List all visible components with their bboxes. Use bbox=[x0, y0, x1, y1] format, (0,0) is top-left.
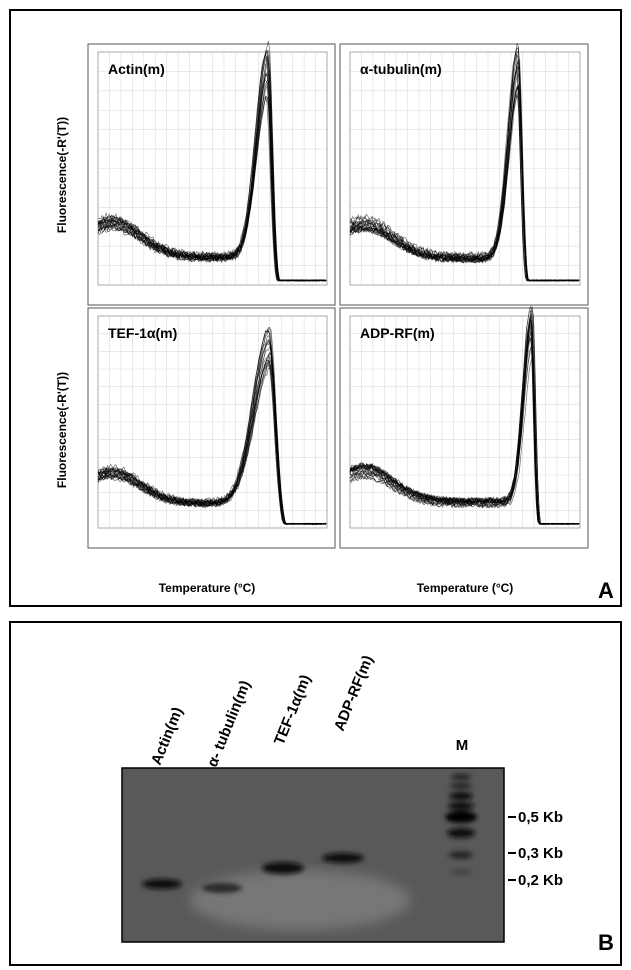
bands bbox=[142, 774, 477, 893]
x-axis-label: Temperature (°C) bbox=[417, 581, 514, 595]
plot-title: ADP-RF(m) bbox=[360, 325, 435, 341]
plot-area bbox=[349, 315, 581, 529]
panel-label: B bbox=[598, 930, 614, 955]
melt-curve bbox=[349, 346, 580, 525]
marker-lane-label: M bbox=[456, 737, 469, 754]
y-axis-label: Fluorescence(-R'(T)) bbox=[55, 372, 69, 488]
plot-area bbox=[349, 51, 581, 286]
subplot-frame bbox=[87, 43, 336, 306]
y-axis-label: Fluorescence(-R'(T)) bbox=[55, 117, 69, 233]
marker-size-label: 0,3 Kb bbox=[518, 845, 563, 862]
subplot-frame bbox=[87, 307, 336, 549]
marker-size-label: 0,5 Kb bbox=[518, 809, 563, 826]
subplot-frame bbox=[339, 307, 589, 549]
plot-title: Actin(m) bbox=[108, 61, 165, 77]
plot-title: α-tubulin(m) bbox=[360, 61, 442, 77]
melt-curve bbox=[349, 94, 580, 282]
melt-curve-plots: Actin(m) α-tubulin(m) TEF-1α(m) ADP-RF(m) bbox=[87, 40, 589, 549]
gel-shading bbox=[190, 870, 410, 930]
melt-curve bbox=[97, 353, 327, 525]
melt-curve bbox=[97, 62, 327, 282]
melt-curve bbox=[97, 54, 327, 282]
plot-area bbox=[97, 315, 328, 529]
x-axis-label: Temperature (°C) bbox=[159, 581, 256, 595]
plot-area bbox=[97, 51, 328, 286]
marker-size-label: 0,2 Kb bbox=[518, 872, 563, 889]
plot-title: TEF-1α(m) bbox=[108, 325, 177, 341]
panel-label: A bbox=[598, 578, 614, 603]
